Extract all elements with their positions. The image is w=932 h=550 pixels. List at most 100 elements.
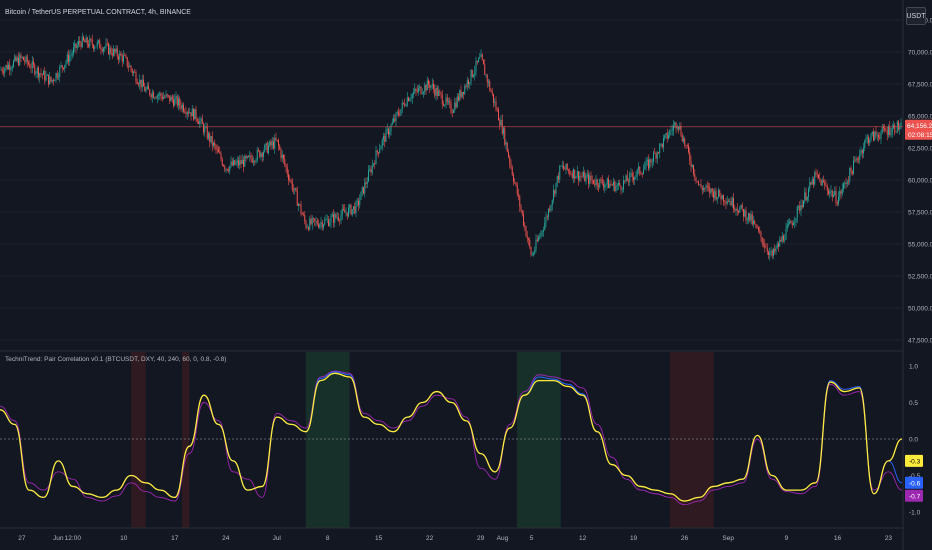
indicator-title[interactable]: TechniTrend: Pair Correlation v0.1 (BTCU… — [5, 356, 226, 363]
candle-body — [861, 149, 863, 154]
time-tick-label: 16 — [834, 535, 842, 542]
candle-body — [269, 141, 271, 147]
candle-body — [878, 134, 879, 138]
candle-body — [753, 220, 754, 224]
time-tick-label: Aug — [497, 535, 509, 542]
candle-body — [548, 209, 549, 218]
candle-body — [690, 160, 692, 167]
candle-body — [65, 61, 67, 65]
candle-body — [683, 138, 684, 142]
candle-body — [294, 188, 296, 190]
candle-body — [103, 48, 104, 52]
candle-body — [231, 161, 233, 166]
candle-body — [45, 75, 47, 81]
candle-body — [709, 187, 711, 194]
candle-body — [710, 188, 712, 194]
candle-body — [413, 92, 414, 95]
candle-body — [796, 206, 798, 219]
candle-body — [46, 74, 48, 76]
candle-body — [3, 71, 4, 73]
price-tick-label: 65,000.0 — [908, 114, 932, 121]
candle-body — [163, 97, 164, 100]
candle-body — [193, 108, 194, 120]
candle-body — [0, 69, 2, 71]
candle-body — [219, 152, 221, 154]
candle-body — [794, 221, 796, 223]
indicator-axis[interactable]: 1.0 0.5 0.0 -0.5 -1.0 — [909, 364, 921, 517]
candle-body — [559, 165, 561, 180]
candle-body — [443, 104, 444, 106]
candle-body — [371, 164, 373, 173]
candle-body — [563, 165, 564, 169]
indicator-tick-label: -1.0 — [909, 510, 921, 517]
candle-body — [431, 83, 433, 86]
candle-body — [648, 159, 649, 169]
candle-body — [596, 179, 598, 186]
candle-body — [808, 188, 809, 197]
candle-body — [133, 71, 134, 73]
candle-body — [445, 97, 447, 105]
candle-body — [270, 141, 272, 146]
candle-body — [509, 156, 511, 164]
candle-body — [379, 149, 381, 154]
candle-body — [179, 98, 181, 106]
candle-body — [319, 224, 321, 228]
candle-body — [398, 112, 399, 115]
candle-body — [85, 37, 87, 43]
candle-body — [204, 127, 206, 133]
candle-body — [106, 43, 108, 45]
candle-body — [473, 74, 474, 77]
candle-body — [28, 62, 29, 65]
candle-body — [225, 168, 227, 170]
candle-body — [149, 89, 151, 95]
candle-body — [519, 195, 521, 207]
candle-body — [218, 149, 219, 153]
price-axis[interactable]: 72,500.070,000.067,500.065,000.062,500.0… — [908, 18, 932, 345]
candle-body — [728, 201, 729, 202]
value-badge-label: -0.6 — [909, 480, 921, 487]
candle-body — [618, 182, 619, 185]
candle-body — [711, 188, 713, 192]
candle-body — [433, 83, 434, 89]
candle-body — [841, 188, 843, 194]
candle-body — [884, 127, 886, 131]
candle-body — [531, 254, 533, 256]
candle-body — [79, 41, 81, 43]
candle-body — [889, 126, 891, 136]
candle-body — [835, 190, 837, 204]
candle-body — [511, 167, 513, 175]
candle-body — [94, 47, 96, 49]
candle-body — [246, 156, 248, 158]
candle-body — [706, 185, 708, 187]
candle-body — [860, 149, 862, 155]
time-tick-label: 8 — [326, 535, 330, 542]
candle-body — [805, 192, 807, 201]
candle-body — [210, 136, 212, 142]
candle-body — [260, 153, 262, 158]
low-correlation-zone — [182, 352, 190, 528]
candle-body — [203, 123, 204, 133]
candle-body — [330, 216, 332, 223]
candle-body — [481, 54, 483, 60]
candle-body — [214, 142, 216, 146]
candle-body — [693, 165, 694, 174]
candle-body — [71, 53, 73, 55]
candle-body — [484, 64, 486, 75]
time-axis[interactable]: 27 Jun 12:00 10 17 24 Jul 8 15 22 29 Aug 5 12 19 26 Sep 9… — [0, 527, 903, 542]
candle-body — [534, 249, 536, 254]
symbol-title[interactable]: Bitcoin / TetherUS PERPETUAL CONTRACT, 4… — [5, 9, 191, 16]
currency-button[interactable]: USDT — [906, 7, 926, 25]
last-price-label: 64,156.2 — [907, 123, 932, 130]
candle-body — [700, 184, 702, 188]
candle-body — [284, 158, 286, 165]
candle-body — [875, 131, 877, 136]
candle-body — [516, 184, 518, 195]
candle-body — [899, 127, 901, 130]
candle-body — [444, 104, 446, 106]
candle-body — [206, 127, 208, 139]
candle-body — [309, 218, 311, 230]
candle-body — [888, 126, 889, 135]
candle-body — [326, 219, 328, 221]
candle-body — [100, 48, 102, 50]
candle-body — [10, 68, 12, 70]
